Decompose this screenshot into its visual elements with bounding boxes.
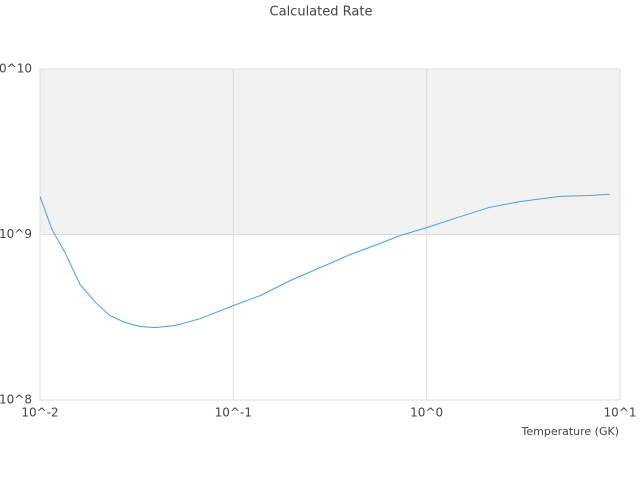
x-axis-label: Temperature (GK) bbox=[521, 425, 620, 438]
plot-background bbox=[39, 68, 621, 401]
y-tick-label: 10^8 bbox=[0, 393, 32, 407]
chart-title: Calculated Rate bbox=[270, 5, 373, 20]
x-tick-label: 10^-2 bbox=[21, 406, 58, 420]
x-tick-label: 10^1 bbox=[604, 406, 637, 420]
data-line bbox=[39, 193, 610, 329]
y-tick-label: 10^10 bbox=[0, 62, 32, 76]
x-tick-label: 10^-1 bbox=[215, 406, 252, 420]
grid-band bbox=[40, 69, 620, 235]
x-tick-label: 10^0 bbox=[410, 406, 443, 420]
y-tick-label: 10^9 bbox=[0, 227, 32, 241]
